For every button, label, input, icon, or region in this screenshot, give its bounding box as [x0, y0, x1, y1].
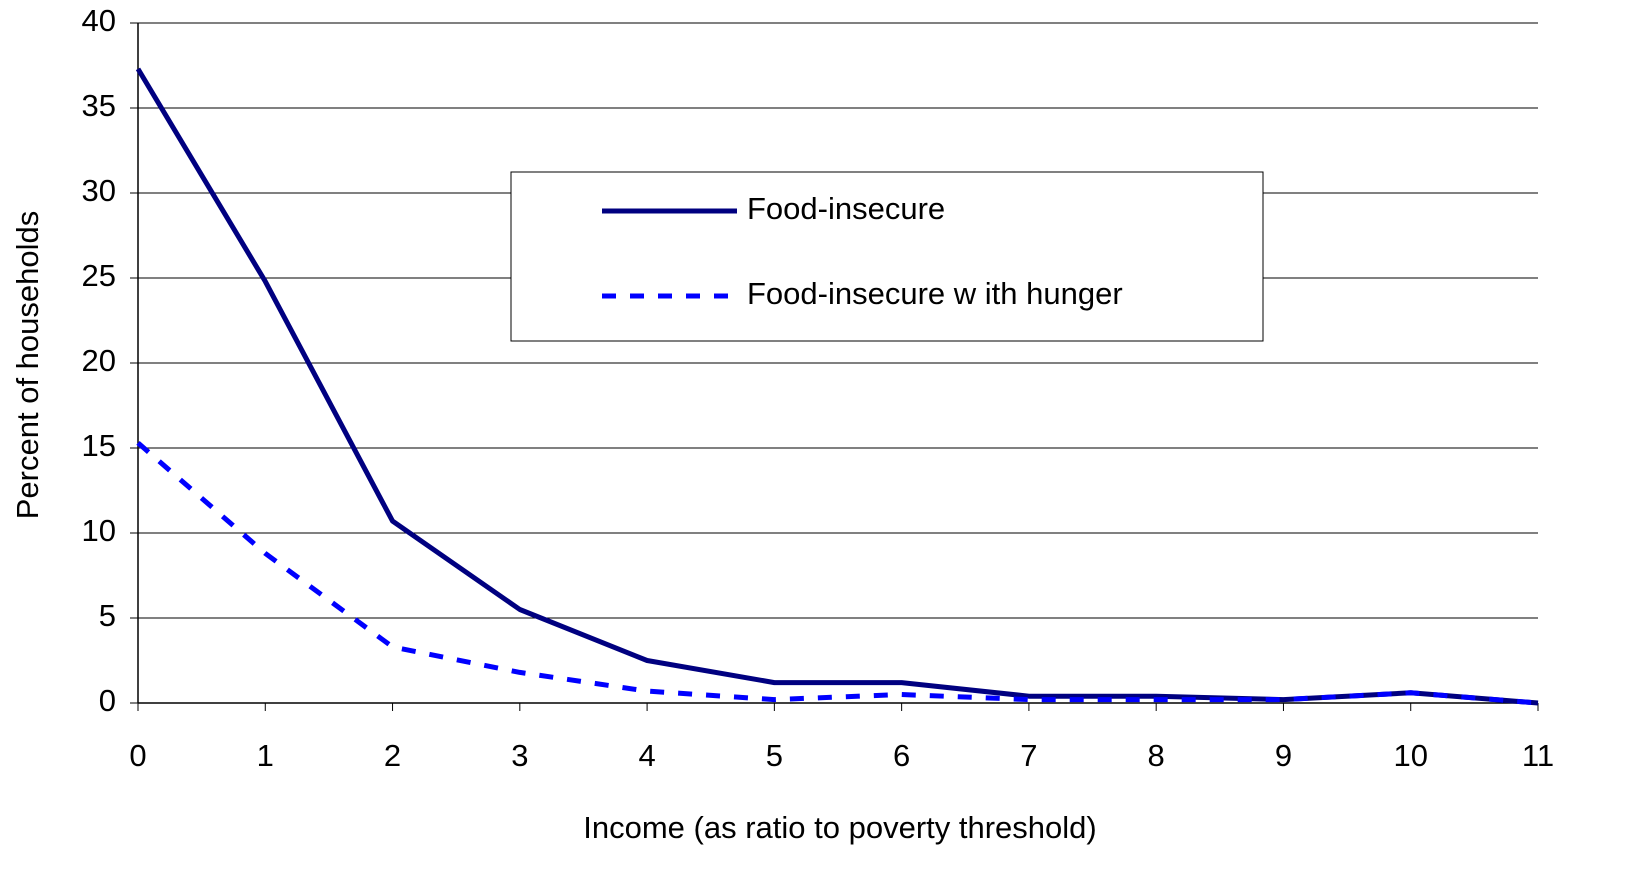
- y-tick-label: 5: [99, 598, 116, 633]
- legend-label: Food-insecure w ith hunger: [747, 276, 1123, 311]
- x-tick-label: 0: [129, 738, 146, 773]
- x-tick-label: 11: [1522, 738, 1554, 773]
- x-tick-label: 10: [1393, 738, 1427, 773]
- x-tick-label: 2: [384, 738, 401, 773]
- x-tick-label: 1: [257, 738, 274, 773]
- y-tick-label: 15: [82, 428, 116, 463]
- x-tick-label: 4: [638, 738, 655, 773]
- x-axis-label: Income (as ratio to poverty threshold): [583, 810, 1096, 845]
- y-axis-label: Percent of households: [10, 211, 45, 520]
- y-tick-label: 40: [82, 3, 116, 38]
- x-tick-label: 5: [766, 738, 783, 773]
- y-tick-label: 0: [99, 683, 116, 718]
- y-tick-label: 10: [82, 513, 116, 548]
- y-tick-label: 20: [82, 343, 116, 378]
- y-tick-label: 30: [82, 173, 116, 208]
- y-tick-label: 25: [82, 258, 116, 293]
- series-line: [135, 67, 1539, 706]
- x-tick-label: 6: [893, 738, 910, 773]
- x-tick-label: 7: [1020, 738, 1037, 773]
- legend-box: [510, 171, 1264, 342]
- x-tick-label: 3: [511, 738, 528, 773]
- x-tick-label: 9: [1275, 738, 1292, 773]
- x-tick-label: 8: [1148, 738, 1165, 773]
- legend-label: Food-insecure: [747, 191, 945, 226]
- series-line: [136, 441, 1539, 706]
- y-tick-label: 35: [82, 88, 116, 123]
